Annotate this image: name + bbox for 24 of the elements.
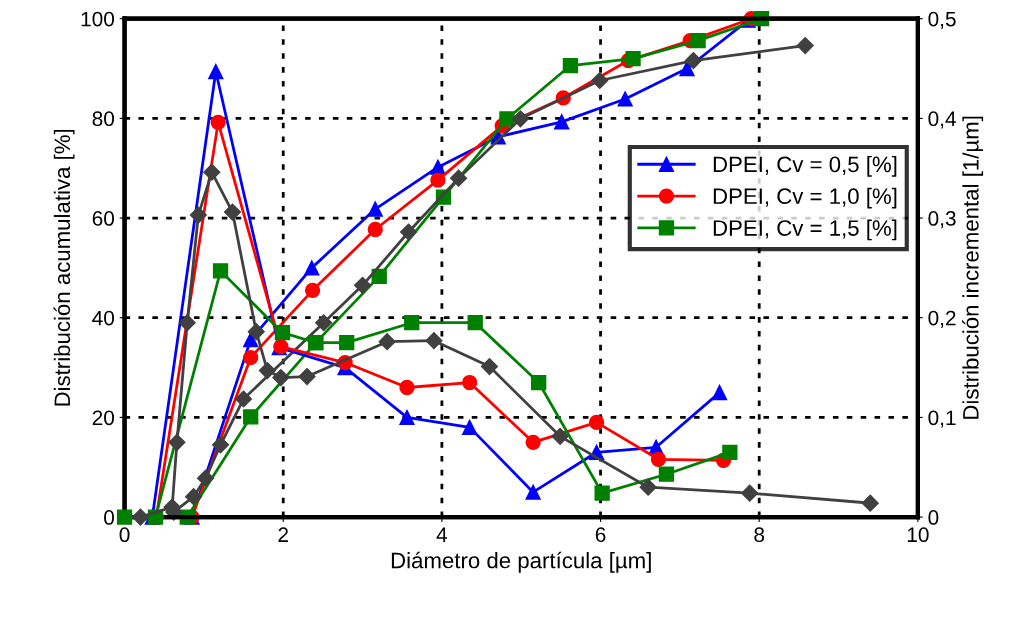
x-tick-label: 4 [436,527,448,542]
y-tick-label: 40 [92,310,115,326]
x-tick-label: 2 [278,527,288,542]
x-tick-label: 10 [907,527,929,543]
x-tick-label: 8 [754,527,765,543]
y2-tick-label: 0,4 [928,111,956,129]
legend-label: DPEI, Cv = 1,0 [%] [713,187,897,209]
y2-tick-label: 0,5 [928,11,956,29]
y-tick-label: 80 [92,111,115,127]
y-tick-label: 0 [104,510,115,525]
y-tick-label: 20 [92,410,115,426]
legend-label: DPEI, Cv = 1,5 [%] [713,219,897,241]
x-tick-label: 6 [595,527,606,543]
legend-label: DPEI, Cv = 0,5 [%] [713,155,897,177]
y-axis-title: Distribución acumulativa [%] [53,129,75,406]
y2-tick-label: 0,2 [928,310,956,328]
y-tick-label: 60 [92,211,115,226]
y-tick-label: 100 [81,11,115,27]
y2-tick-label: 0 [928,510,939,525]
y2-axis-title: Distribución incremental [1/µm] [962,116,984,419]
y2-tick-label: 0,3 [928,211,956,229]
x-axis-title: Diámetro de partícula [µm] [391,551,651,573]
y2-tick-label: 0,1 [928,410,956,428]
x-tick-label: 0 [119,527,130,543]
